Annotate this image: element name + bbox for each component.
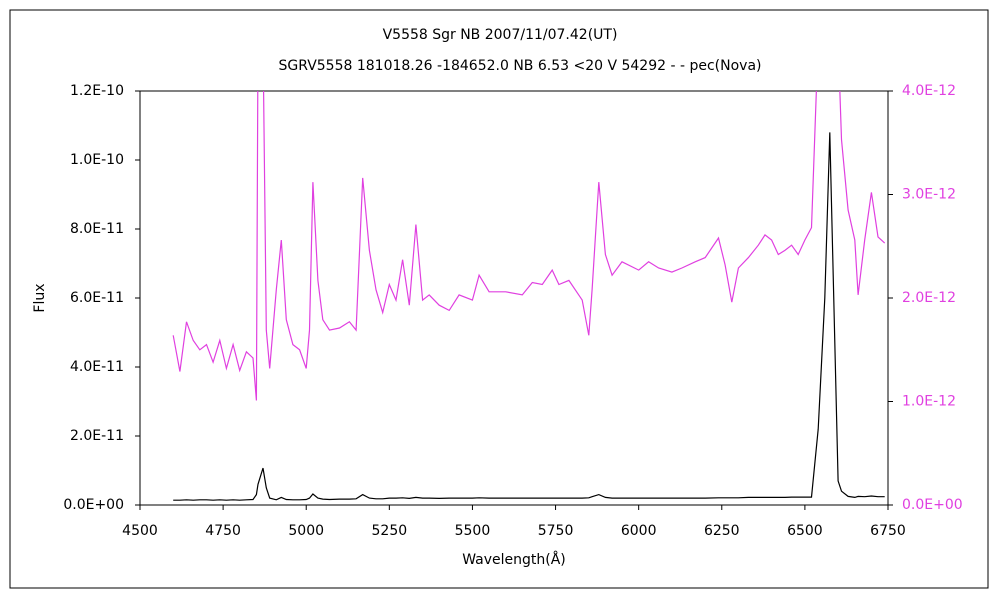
y-tick-label: 6.0E-11 bbox=[70, 290, 124, 306]
y2-tick-label: 3.0E-12 bbox=[902, 187, 956, 203]
x-tick-label: 4500 bbox=[122, 523, 158, 539]
x-tick-label: 5750 bbox=[538, 523, 574, 539]
x-axis-label: Wavelength(Å) bbox=[462, 551, 566, 568]
y2-tick-label: 0.0E+00 bbox=[902, 497, 963, 513]
x-tick-label: 6000 bbox=[621, 523, 657, 539]
x-tick-label: 5000 bbox=[288, 523, 324, 539]
x-tick-label: 6250 bbox=[704, 523, 740, 539]
y-tick-label: 8.0E-11 bbox=[70, 221, 124, 237]
y2-tick-label: 1.0E-12 bbox=[902, 394, 956, 410]
x-tick-label: 5250 bbox=[372, 523, 408, 539]
series-line bbox=[172, 91, 886, 401]
series-line bbox=[173, 132, 885, 501]
y2-tick-label: 2.0E-12 bbox=[902, 290, 956, 306]
x-tick-label: 6500 bbox=[787, 523, 823, 539]
y-axis-label: Flux bbox=[32, 283, 48, 312]
chart-title: V5558 Sgr NB 2007/11/07.42(UT) bbox=[383, 27, 618, 43]
chart-subtitle: SGRV5558 181018.26 -184652.0 NB 6.53 <20… bbox=[279, 58, 762, 74]
y-tick-label: 1.2E-10 bbox=[70, 83, 124, 99]
y-tick-label: 0.0E+00 bbox=[63, 497, 124, 513]
y2-tick-label: 4.0E-12 bbox=[902, 83, 956, 99]
x-tick-label: 5500 bbox=[455, 523, 491, 539]
x-tick-label: 4750 bbox=[205, 523, 241, 539]
plot-area bbox=[139, 90, 889, 506]
y-tick-label: 4.0E-11 bbox=[70, 359, 124, 375]
x-tick-label: 6750 bbox=[870, 523, 906, 539]
frame bbox=[9, 9, 989, 589]
y-tick-label: 2.0E-11 bbox=[70, 428, 124, 444]
y-tick-label: 1.0E-10 bbox=[70, 152, 124, 168]
